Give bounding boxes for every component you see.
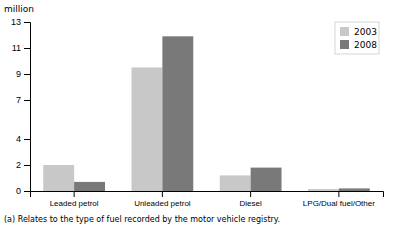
legend-item: 2008: [340, 40, 377, 50]
tick-label: 4: [16, 134, 21, 144]
legend-frame: [335, 22, 379, 54]
tick-label: Unleaded petrol: [134, 199, 191, 208]
plot-area: 0 2 4 7 9 11 13 Leaded petrol Unleaded petrol Die…: [11, 17, 384, 207]
y-axis-label: million: [4, 4, 34, 14]
tick-mark: [24, 165, 30, 166]
legend-label: 2008: [354, 40, 377, 50]
footnote: (a) Relates to the type of fuel recorded…: [4, 215, 280, 224]
tick-label: 7: [16, 95, 21, 105]
bar: [43, 165, 74, 191]
tick: 13: [11, 17, 30, 27]
tick-mark: [24, 22, 30, 23]
tick-mark: [338, 191, 339, 197]
tick: LPG/Dual fuel/Other: [303, 191, 375, 208]
tick-mark: [24, 74, 30, 75]
tick: 7: [16, 95, 30, 105]
tick-mark: [250, 191, 251, 197]
axis-line: [24, 23, 31, 192]
tick-label: 9: [16, 69, 21, 79]
tick-mark: [24, 100, 30, 101]
tick: Leaded petrol: [50, 191, 99, 208]
tick-label: 11: [12, 43, 21, 53]
tick: Diesel: [240, 191, 262, 208]
tick-mark: [74, 191, 75, 197]
bar: [308, 189, 339, 191]
legend-label: 2003: [354, 27, 377, 37]
tick-label: 13: [11, 17, 21, 27]
tick: 0: [16, 186, 30, 196]
legend: 2003 2008: [335, 22, 379, 54]
tick-label: Leaded petrol: [50, 199, 99, 208]
bar: [74, 182, 105, 191]
legend-swatch: [340, 40, 349, 49]
bar: [220, 175, 251, 191]
axis-line: [31, 192, 384, 198]
legend-item: 2003: [340, 27, 377, 37]
tick-label: LPG/Dual fuel/Other: [303, 199, 375, 208]
tick-label: 2: [16, 160, 21, 170]
tick: 9: [16, 69, 30, 79]
tick-label: 0: [16, 186, 21, 196]
tick: 11: [12, 43, 30, 53]
bar: [162, 36, 193, 191]
bar: [251, 168, 282, 191]
bars: [43, 36, 370, 191]
bar: [131, 68, 162, 192]
tick: 2: [16, 160, 30, 170]
bar-series: [74, 36, 370, 191]
tick: 4: [16, 134, 30, 144]
chart: 0 2 4 7 9 11 13 Leaded petrol Unleaded petrol Die…: [0, 0, 397, 227]
chart-container: 0 2 4 7 9 11 13 Leaded petrol Unleaded petrol Die…: [0, 0, 397, 227]
tick-mark: [24, 48, 30, 49]
tick: Unleaded petrol: [134, 191, 191, 208]
tick-mark: [24, 139, 30, 140]
tick-mark: [24, 191, 30, 192]
bar: [339, 188, 370, 191]
legend-swatch: [340, 27, 349, 36]
y-axis: 0 2 4 7 9 11 13: [11, 17, 31, 196]
tick-mark: [162, 191, 163, 197]
x-axis: Leaded petrol Unleaded petrol Diesel LPG/Du…: [31, 191, 384, 208]
tick-label: Diesel: [240, 199, 262, 208]
